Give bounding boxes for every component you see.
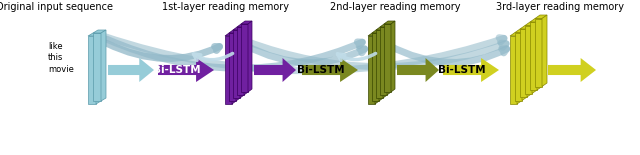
- Polygon shape: [379, 30, 383, 101]
- Polygon shape: [510, 36, 517, 104]
- Polygon shape: [233, 27, 244, 30]
- Polygon shape: [372, 30, 383, 33]
- FancyArrowPatch shape: [246, 41, 506, 67]
- Polygon shape: [375, 33, 379, 104]
- FancyArrowPatch shape: [106, 43, 220, 59]
- Polygon shape: [229, 30, 240, 33]
- Text: Bi-LSTM: Bi-LSTM: [297, 65, 345, 75]
- Polygon shape: [527, 26, 532, 97]
- Polygon shape: [535, 15, 547, 18]
- Polygon shape: [530, 22, 537, 90]
- FancyArrowPatch shape: [193, 53, 232, 60]
- Polygon shape: [368, 36, 375, 104]
- Polygon shape: [515, 33, 522, 100]
- Polygon shape: [233, 30, 240, 98]
- Polygon shape: [88, 36, 96, 104]
- Text: Bi-LSTM: Bi-LSTM: [153, 65, 201, 75]
- Text: 3rd-layer reading memory: 3rd-layer reading memory: [496, 2, 624, 12]
- FancyArrowPatch shape: [102, 36, 504, 71]
- Polygon shape: [548, 58, 596, 82]
- Polygon shape: [237, 27, 244, 95]
- Polygon shape: [88, 33, 101, 36]
- Polygon shape: [532, 22, 537, 93]
- Polygon shape: [522, 29, 527, 100]
- Polygon shape: [510, 33, 522, 36]
- Polygon shape: [380, 24, 391, 27]
- Polygon shape: [537, 18, 542, 90]
- Polygon shape: [302, 58, 358, 82]
- Polygon shape: [368, 33, 379, 36]
- Polygon shape: [101, 30, 106, 101]
- Polygon shape: [108, 58, 154, 82]
- FancyArrowPatch shape: [388, 45, 507, 62]
- Polygon shape: [241, 21, 252, 24]
- Polygon shape: [236, 30, 240, 101]
- Polygon shape: [443, 58, 499, 82]
- Polygon shape: [376, 30, 383, 98]
- Polygon shape: [229, 33, 236, 101]
- Polygon shape: [372, 33, 379, 101]
- FancyArrowPatch shape: [246, 45, 365, 63]
- Polygon shape: [237, 24, 248, 27]
- Polygon shape: [93, 30, 106, 33]
- Polygon shape: [93, 33, 101, 101]
- Polygon shape: [376, 27, 387, 30]
- Polygon shape: [248, 21, 252, 92]
- Polygon shape: [525, 22, 537, 26]
- Text: like
this
movie: like this movie: [48, 42, 74, 74]
- Polygon shape: [535, 18, 542, 86]
- Polygon shape: [225, 33, 236, 36]
- FancyArrowPatch shape: [106, 39, 362, 68]
- Polygon shape: [158, 58, 214, 82]
- Polygon shape: [542, 15, 547, 86]
- Polygon shape: [241, 24, 248, 92]
- Polygon shape: [384, 24, 391, 92]
- Polygon shape: [96, 33, 101, 104]
- Polygon shape: [391, 21, 395, 92]
- Polygon shape: [517, 33, 522, 104]
- Polygon shape: [515, 29, 527, 33]
- Polygon shape: [397, 58, 439, 82]
- Text: Original input sequence: Original input sequence: [0, 2, 113, 12]
- Polygon shape: [383, 27, 387, 98]
- Text: 2nd-layer reading memory: 2nd-layer reading memory: [330, 2, 460, 12]
- Text: 1st-layer reading memory: 1st-layer reading memory: [161, 2, 289, 12]
- Polygon shape: [254, 58, 296, 82]
- Text: Bi-LSTM: Bi-LSTM: [438, 65, 486, 75]
- Polygon shape: [520, 26, 532, 29]
- Polygon shape: [240, 27, 244, 98]
- Polygon shape: [387, 24, 391, 95]
- Polygon shape: [225, 36, 232, 104]
- Polygon shape: [244, 24, 248, 95]
- Polygon shape: [525, 26, 532, 93]
- Polygon shape: [530, 18, 542, 22]
- Polygon shape: [380, 27, 387, 95]
- FancyArrowPatch shape: [337, 53, 376, 60]
- Polygon shape: [520, 29, 527, 97]
- Polygon shape: [232, 33, 236, 104]
- Polygon shape: [384, 21, 395, 24]
